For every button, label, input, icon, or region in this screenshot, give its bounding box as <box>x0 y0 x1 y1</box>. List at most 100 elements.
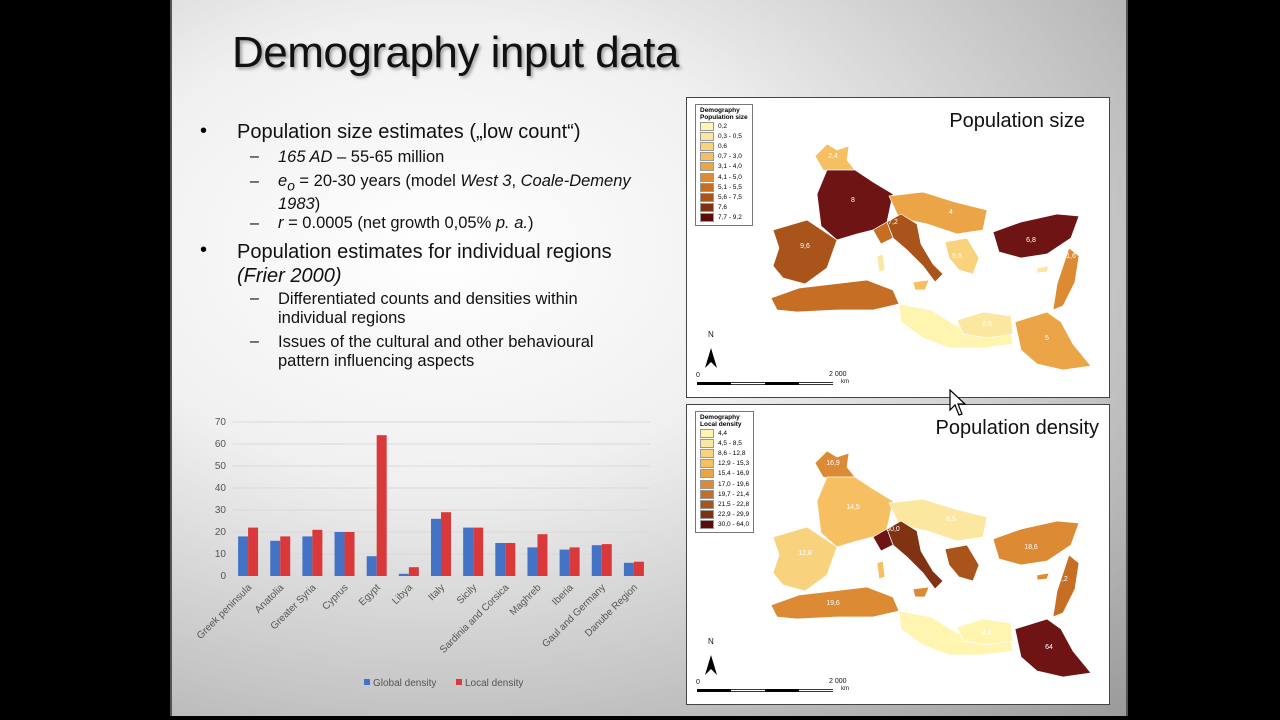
legend-item: 0,6 <box>700 141 748 151</box>
region-value-label: 5 <box>1045 335 1049 342</box>
region-value-label: 12,8 <box>798 550 812 557</box>
bar-global-density <box>559 549 570 576</box>
dash-icon: – <box>250 148 259 165</box>
y-tick-label: 30 <box>215 505 227 516</box>
sub-bullet-2-2: Issues of the cultural and other behavio… <box>278 333 594 370</box>
region-value-label: 9,6 <box>800 243 810 250</box>
scale-start: 0 <box>696 372 700 379</box>
dash-icon: – <box>250 215 259 232</box>
region-cyprus <box>1036 572 1050 581</box>
legend-swatch-local <box>456 679 462 685</box>
x-tick-label: Cyprus <box>320 582 350 612</box>
region-value-label: 6,8 <box>1026 237 1036 244</box>
region-value-label: 4,4 <box>982 630 992 637</box>
legend-label: 7,7 - 9,2 <box>718 214 742 222</box>
legend-item: 0,7 - 3,0 <box>700 152 748 162</box>
region-value-label: 7,2 <box>888 219 898 226</box>
sub-bullet-1-1: 165 AD – 55-65 million <box>278 148 445 166</box>
population-size-map: 2,4 8 7,2 4 6,8 9,6 0,2 1,6 5,5 0,6 5 Population s… <box>686 97 1110 398</box>
legend-swatch <box>700 459 714 469</box>
bar-global-density <box>431 518 441 576</box>
scale-start: 0 <box>696 679 700 686</box>
legend-swatch <box>700 438 714 448</box>
legend-swatch <box>700 172 714 182</box>
legend-label: 0,3 - 0,5 <box>718 132 742 140</box>
map1-title: Population size <box>949 110 1085 132</box>
bar-global-density <box>495 543 506 576</box>
scale-bar-segment <box>731 689 765 692</box>
region-value-label: 64 <box>1045 644 1053 651</box>
y-tick-label: 50 <box>215 461 227 472</box>
legend-label: 4,4 <box>718 429 728 437</box>
y-tick-label: 60 <box>215 439 227 450</box>
region-italy <box>886 213 944 283</box>
bar-local-density <box>505 543 516 576</box>
legend-subtitle: Population size <box>700 114 748 121</box>
legend-item: 0,2 <box>700 121 748 131</box>
legend-title: Demography <box>700 414 740 421</box>
legend-label: 0,6 <box>718 142 728 150</box>
legend-label-local: Local density <box>465 678 523 689</box>
region-value-label: 16,9 <box>826 460 840 467</box>
legend-label: 22,9 - 29,9 <box>718 511 750 519</box>
map-image: 16,9 14,5 12,8 6,5 30,0 18,6 22,2 19,6 4,4 64 <box>697 450 1092 692</box>
legend-label: 21,5 - 22,8 <box>718 500 750 508</box>
region-iberia <box>772 526 838 592</box>
region-value-label: 6,5 <box>946 516 956 523</box>
legend-swatch <box>700 520 714 530</box>
region-maghreb <box>770 279 900 313</box>
legend-label: 4,1 - 5,0 <box>718 173 742 181</box>
legend-swatch <box>700 141 714 151</box>
slide: Demography input data • Population size … <box>170 0 1128 716</box>
region-egypt <box>1014 311 1092 371</box>
region-egypt <box>1014 618 1092 678</box>
north-arrow-icon <box>705 348 717 368</box>
legend-label: 0,7 - 3,0 <box>718 153 742 161</box>
region-value-label: 14,5 <box>846 504 860 511</box>
dash-icon: – <box>250 290 259 307</box>
legend-swatch-global <box>364 679 370 685</box>
legend-swatch <box>700 152 714 162</box>
bullet-1: Population size estimates („low count“) <box>237 121 581 143</box>
region-sicily <box>912 279 930 291</box>
bar-local-density <box>441 512 451 576</box>
bar-global-density <box>238 536 249 576</box>
x-tick-label: Sicily <box>455 582 479 606</box>
legend-item: 19,7 - 21,4 <box>700 489 749 499</box>
region-greece <box>944 544 980 582</box>
legend-item: 30,0 - 64,0 <box>700 520 749 530</box>
bar-global-density <box>398 573 409 576</box>
legend-label: 5,6 - 7,5 <box>718 193 742 201</box>
region-sardinia <box>876 560 886 580</box>
legend-label: 7,6 <box>718 204 728 212</box>
region-sardinia <box>876 253 886 273</box>
region-cyrenaica <box>956 618 1014 646</box>
legend-item: 12,9 - 15,3 <box>700 459 749 469</box>
bullet-2-text: Population estimates for individual regi… <box>237 241 612 263</box>
bar-local-density <box>376 435 387 576</box>
legend-item: 8,6 - 12,8 <box>700 448 749 458</box>
map2-legend: Demography Local density 4,4 4,5 - 8,5 8,6 -… <box>695 411 755 533</box>
bar-local-density <box>633 561 644 576</box>
legend-swatch <box>700 162 714 172</box>
x-tick-label: Iberia <box>550 582 576 608</box>
bar-local-density <box>312 529 323 576</box>
legend-item: 4,1 - 5,0 <box>700 172 748 182</box>
bar-local-density <box>408 567 419 576</box>
y-tick-label: 40 <box>215 483 227 494</box>
legend-item: 3,1 - 4,0 <box>700 162 748 172</box>
scale-bar-segment <box>799 382 833 385</box>
region-value-label: 4 <box>949 209 953 216</box>
region-value-label: 8 <box>851 197 855 204</box>
region-value-label: 5,5 <box>952 253 962 260</box>
bullet-icon: • <box>200 239 208 261</box>
bar-local-density <box>537 534 548 576</box>
region-iberia <box>772 219 838 285</box>
legend-swatch <box>700 182 714 192</box>
x-tick-label: Maghreb <box>508 582 544 618</box>
population-density-map: 16,9 14,5 12,8 6,5 30,0 18,6 22,2 19,6 4,4 64 Pop… <box>686 404 1110 705</box>
scale-end: 2 000 <box>829 678 847 685</box>
legend-swatch <box>700 499 714 509</box>
bullet-2: Population estimates for individual regi… <box>237 240 612 288</box>
x-tick-label: Greek peninsula <box>195 582 255 642</box>
